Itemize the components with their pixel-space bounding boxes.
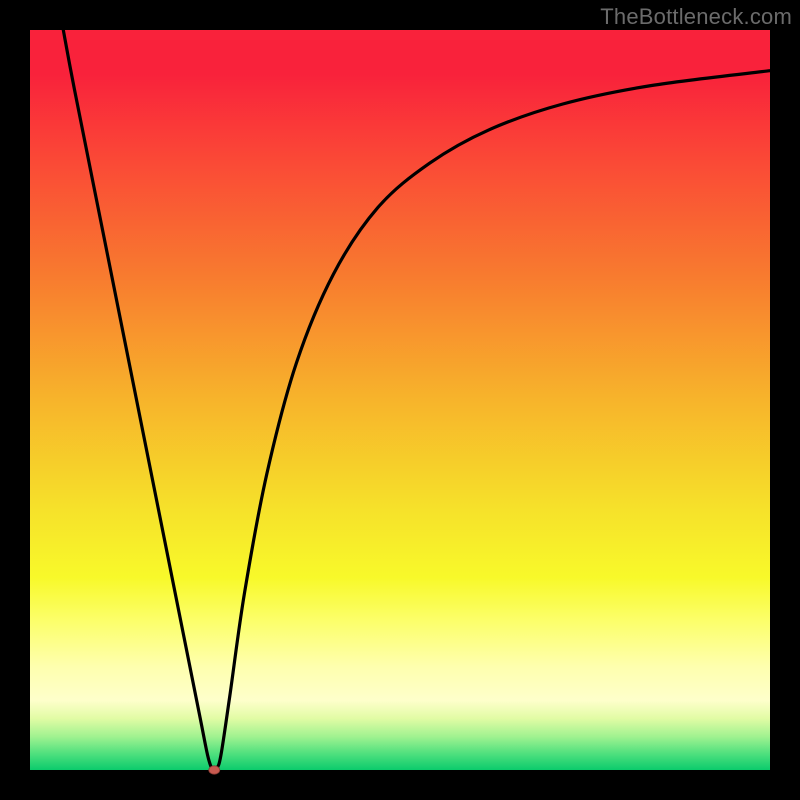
chart-frame: TheBottleneck.com [0,0,800,800]
chart-gradient-bg [30,30,770,770]
bottleneck-curve-chart [0,0,800,800]
watermark-text: TheBottleneck.com [600,4,792,30]
optimal-point-marker [209,766,220,774]
